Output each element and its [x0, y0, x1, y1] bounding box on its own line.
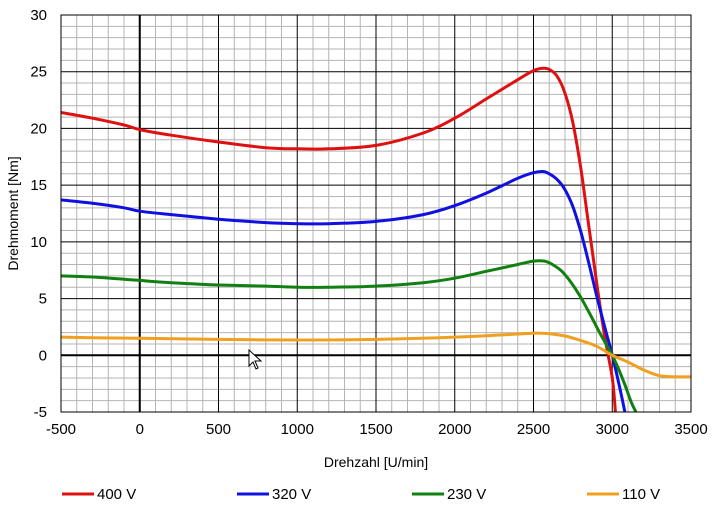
x-tick-label: 3000 — [596, 421, 629, 438]
x-tick-label: 2500 — [517, 421, 550, 438]
legend-item: 110 V — [587, 486, 660, 503]
legend-label: 320 V — [272, 486, 311, 503]
x-axis-label: Drehzahl [U/min] — [324, 454, 428, 470]
y-tick-label: 30 — [30, 7, 47, 24]
y-axis-label: Drehmoment [Nm] — [5, 156, 21, 270]
y-tick-label: 20 — [30, 120, 47, 137]
series-line-3 — [61, 331, 691, 379]
y-tick-label: 15 — [30, 177, 47, 194]
legend: 400 V 320 V 230 V 110 V — [62, 486, 660, 503]
x-tick-labels: -500 0 500 1000 1500 2000 2500 3000 3500 — [46, 421, 708, 438]
x-tick-label: 0 — [136, 421, 144, 438]
legend-label: 400 V — [97, 486, 136, 503]
series-line-2 — [61, 259, 638, 412]
legend-item: 400 V — [62, 486, 136, 503]
plot-frame — [60, 14, 692, 413]
x-tick-label: 500 — [206, 421, 231, 438]
x-tick-label: 2000 — [438, 421, 471, 438]
y-tick-label: -5 — [34, 404, 47, 421]
y-tick-label: 10 — [30, 234, 47, 251]
mouse-cursor-icon — [248, 348, 263, 370]
x-tick-label: -500 — [46, 421, 76, 438]
series-line-1 — [61, 169, 627, 412]
legend-label: 230 V — [447, 486, 486, 503]
legend-label: 110 V — [622, 486, 660, 503]
y-tick-label: 25 — [30, 64, 47, 81]
series-line-0 — [61, 66, 617, 412]
legend-item: 230 V — [412, 486, 486, 503]
y-tick-label: 0 — [39, 347, 47, 364]
zero-axes — [61, 15, 691, 412]
x-tick-label: 3500 — [674, 421, 707, 438]
y-tick-label: 5 — [39, 291, 47, 308]
y-tick-labels: -5 0 5 10 15 20 25 30 — [30, 7, 47, 421]
x-tick-label: 1000 — [281, 421, 314, 438]
x-tick-label: 1500 — [359, 421, 392, 438]
series-lines — [61, 66, 691, 412]
legend-item: 320 V — [237, 486, 311, 503]
